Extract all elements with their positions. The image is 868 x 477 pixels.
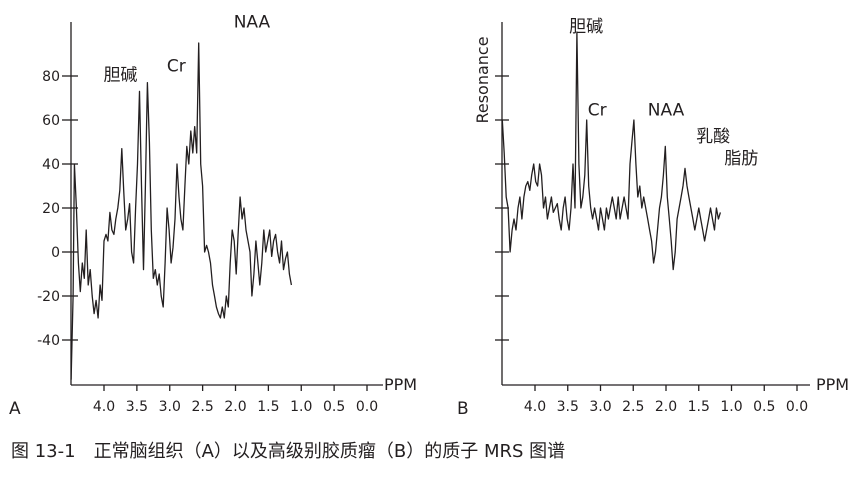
x-tick-label: 1.0 xyxy=(290,399,312,415)
x-tick-label: 4.0 xyxy=(524,399,546,415)
x-tick-label: 0.5 xyxy=(323,399,345,415)
x-tick-label: 2.0 xyxy=(655,399,677,415)
peak-label: 乳酸 xyxy=(696,127,730,147)
peak-label: NAA xyxy=(234,13,271,33)
x-tick-label: 3.0 xyxy=(159,399,181,415)
y-tick-label: 80 xyxy=(42,69,60,85)
peak-label: Cr xyxy=(588,101,607,121)
x-tick-label: 0.5 xyxy=(753,399,775,415)
x-tick-label: 2.0 xyxy=(224,399,246,415)
y-tick-label: 60 xyxy=(42,113,60,129)
spectrum-line xyxy=(501,31,722,271)
panel-letter: B xyxy=(457,399,469,419)
panel-a-spectrum: 80 60 40 20 0 -20 -40 4.0 3.5 3.0 2.5 2.0 1.5 1.0 0.5 0… xyxy=(9,13,417,419)
peak-label: 脂肪 xyxy=(724,149,758,169)
x-axis-unit-label: PPM xyxy=(384,375,417,394)
panel-b-spectrum: 4.0 3.5 3.0 2.5 2.0 1.5 1.0 0.5 0.0 PPM Resonance B… xyxy=(457,17,849,419)
figure-caption: 图 13-1 正常脑组织（A）以及高级别胶质瘤（B）的质子 MRS 图谱 xyxy=(11,441,566,462)
peak-label: 胆碱 xyxy=(569,17,603,37)
x-tick-label: 3.5 xyxy=(557,399,579,415)
x-tick-label: 2.5 xyxy=(622,399,644,415)
x-tick-label: 1.0 xyxy=(720,399,742,415)
y-tick-label: 0 xyxy=(51,245,60,261)
peak-label: 胆碱 xyxy=(103,65,137,85)
x-tick-label: 1.5 xyxy=(688,399,710,415)
x-tick-label: 0.0 xyxy=(786,399,808,415)
y-axis-title: Resonance xyxy=(473,36,492,123)
x-tick-label: 1.5 xyxy=(257,399,279,415)
y-tick-label: 40 xyxy=(42,157,60,173)
peak-label: Cr xyxy=(167,57,186,77)
x-axis-unit-label: PPM xyxy=(816,375,849,394)
spectrum-line xyxy=(70,42,293,380)
panel-letter: A xyxy=(9,399,21,419)
x-tick-label: 3.0 xyxy=(589,399,611,415)
y-tick-label: 20 xyxy=(42,201,60,217)
x-tick-label: 4.0 xyxy=(93,399,115,415)
y-tick-label: -40 xyxy=(37,333,60,349)
x-tick-label: 2.5 xyxy=(191,399,213,415)
y-tick-label: -20 xyxy=(37,289,60,305)
x-tick-label: 3.5 xyxy=(126,399,148,415)
peak-label: NAA xyxy=(648,101,685,121)
x-tick-label: 0.0 xyxy=(356,399,378,415)
